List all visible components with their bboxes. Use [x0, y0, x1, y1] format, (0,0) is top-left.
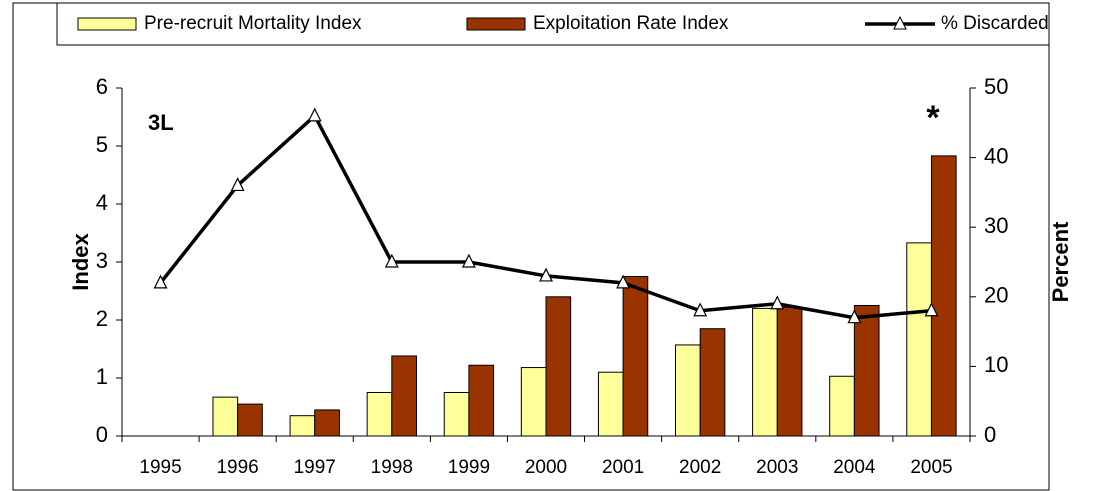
marker — [924, 302, 939, 317]
y2-tick-label: 20 — [984, 283, 1008, 308]
bar — [829, 375, 855, 437]
y2-tick-label: 0 — [984, 422, 996, 447]
y-tick-label: 6 — [96, 74, 108, 99]
bar — [391, 355, 417, 437]
annotation: * — [926, 99, 940, 137]
bar — [675, 344, 701, 437]
y-tick-label: 2 — [96, 306, 108, 331]
x-tick-label: 2004 — [833, 457, 876, 478]
marker — [616, 274, 631, 289]
legend-marker — [893, 15, 907, 30]
y2-tick-label: 40 — [984, 143, 1008, 168]
bar — [366, 392, 393, 437]
legend-swatch — [77, 17, 137, 31]
y2-tick-label: 30 — [984, 213, 1008, 238]
bar — [314, 409, 340, 437]
y-axis-title: Index — [68, 233, 93, 291]
y2-axis-title: Percent — [1048, 221, 1073, 302]
bar — [212, 396, 239, 437]
bar — [853, 305, 880, 437]
line — [159, 113, 932, 320]
marker — [461, 253, 476, 268]
x-tick-label: 1995 — [139, 457, 181, 478]
bar — [622, 276, 649, 437]
y-tick-label: 0 — [96, 422, 108, 447]
marker — [847, 309, 862, 324]
bar — [468, 364, 495, 437]
bar — [776, 306, 803, 437]
marker — [770, 295, 785, 310]
x-tick-label: 2001 — [602, 457, 644, 478]
marker — [307, 107, 322, 122]
bar — [906, 242, 932, 437]
x-tick-label: 2002 — [679, 457, 721, 478]
x-tick-label: 1997 — [294, 457, 336, 478]
marker — [693, 302, 708, 317]
y2-tick-label: 50 — [984, 74, 1008, 99]
bar — [443, 392, 470, 437]
bar — [597, 371, 624, 437]
x-tick-label: 1998 — [371, 457, 413, 478]
legend-swatch — [466, 17, 526, 31]
y-tick-label: 4 — [96, 190, 108, 215]
marker — [230, 177, 245, 192]
y-tick-label: 5 — [96, 132, 108, 157]
x-tick-label: 2003 — [756, 457, 798, 478]
bar — [520, 367, 547, 437]
marker — [153, 274, 168, 289]
y-tick-label: 3 — [96, 248, 108, 273]
marker — [539, 267, 553, 282]
x-tick-label: 1996 — [216, 457, 258, 478]
x-tick-label: 2005 — [910, 457, 952, 478]
y2-tick-label: 10 — [984, 352, 1008, 377]
bar — [289, 415, 316, 437]
x-tick-label: 2000 — [525, 457, 567, 478]
bar — [699, 328, 726, 437]
bar — [237, 403, 263, 437]
bar — [930, 155, 957, 437]
bar — [545, 296, 572, 437]
legend-label: Exploitation Rate Index — [533, 13, 729, 34]
x-tick-label: 1999 — [448, 457, 490, 478]
bar — [752, 307, 778, 437]
y-tick-label: 1 — [96, 364, 108, 389]
legend-label: % Discarded — [941, 13, 1049, 34]
panel-label: 3L — [148, 110, 174, 135]
legend-label: Pre-recruit Mortality Index — [144, 13, 362, 34]
marker — [384, 253, 399, 268]
